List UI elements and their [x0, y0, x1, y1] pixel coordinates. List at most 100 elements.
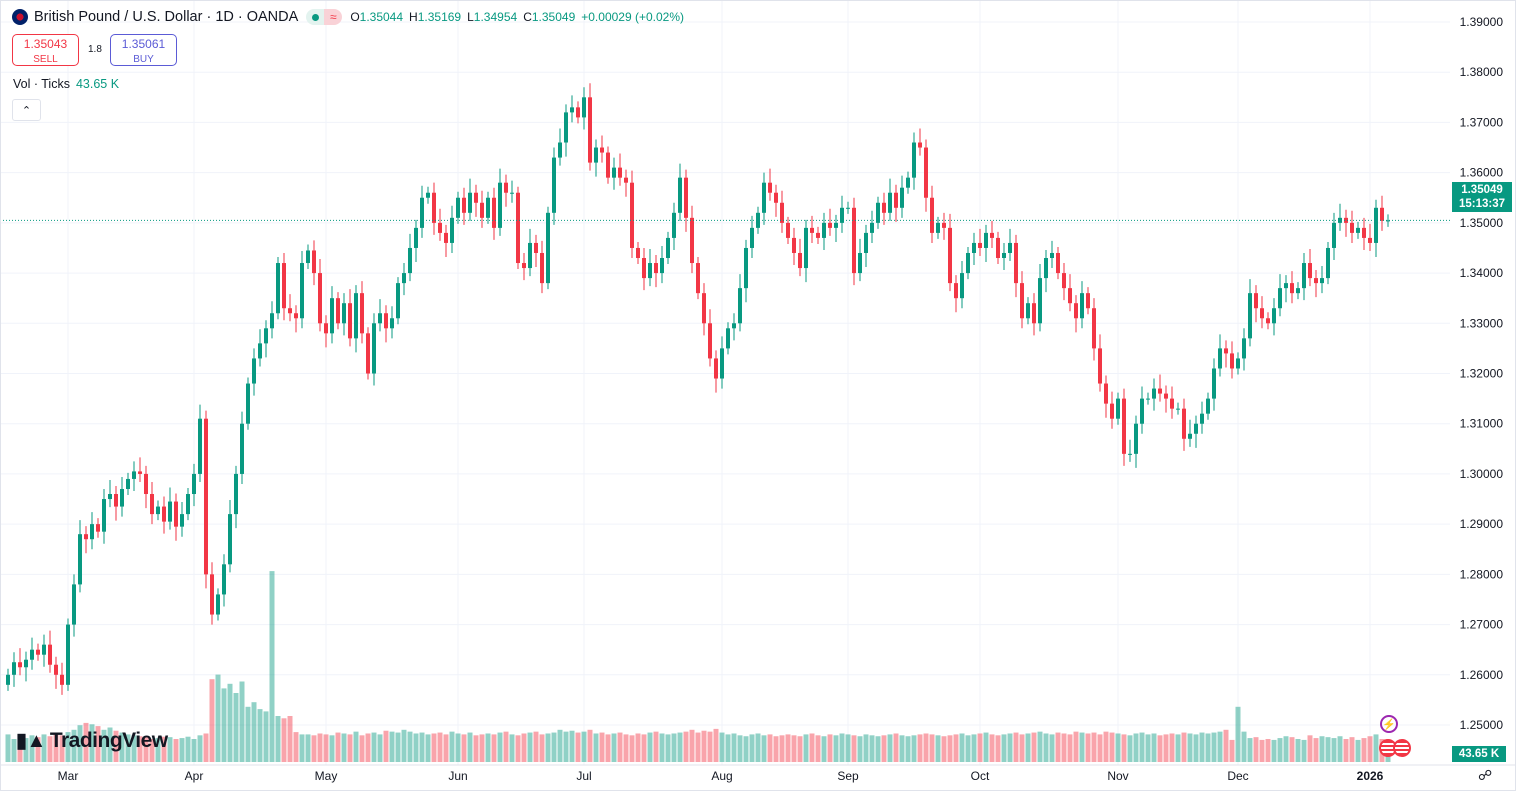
- y-tick-label: 1.36000: [1460, 166, 1504, 180]
- candle-body: [342, 303, 346, 324]
- event-bolt-icon[interactable]: ⚡: [1380, 715, 1398, 733]
- volume-bar: [1253, 737, 1259, 762]
- volume-bar: [1007, 733, 1013, 762]
- market-open-icon[interactable]: [306, 9, 325, 25]
- candle-body: [828, 222, 832, 228]
- volume-bar: [23, 738, 29, 762]
- volume-bar: [851, 735, 857, 762]
- candle-body: [276, 263, 280, 314]
- volume-bar: [455, 733, 461, 762]
- candle-body: [408, 247, 412, 274]
- volume-bar: [179, 738, 185, 762]
- open-label: O: [350, 10, 360, 24]
- candle-body: [258, 343, 262, 359]
- candle-body: [552, 157, 556, 213]
- volume-bar: [221, 688, 227, 762]
- volume-bar: [389, 731, 395, 762]
- candle-body: [1200, 413, 1204, 424]
- volume-bar: [1343, 739, 1349, 762]
- volume-bar: [731, 733, 737, 762]
- candle-body: [1062, 273, 1066, 289]
- candle-body: [942, 222, 946, 228]
- candle-body: [1362, 227, 1366, 238]
- volume-bar: [1049, 734, 1055, 762]
- volume-bar: [923, 733, 929, 762]
- candle-body: [180, 514, 184, 527]
- volume-bar: [815, 735, 821, 762]
- volume-bar: [1097, 734, 1103, 762]
- volume-bar: [1217, 731, 1223, 762]
- candle-body: [714, 358, 718, 379]
- y-tick-label: 1.39000: [1460, 15, 1504, 29]
- volume-bar: [1145, 734, 1151, 762]
- volume-bar: [767, 734, 773, 762]
- candle-body: [1326, 247, 1330, 279]
- candle-body: [330, 298, 334, 334]
- volume-bar: [401, 729, 407, 762]
- candle-body: [282, 263, 286, 309]
- volume-bar: [1199, 732, 1205, 762]
- volume-bar: [269, 571, 275, 762]
- volume-bar: [137, 736, 143, 762]
- candle-body: [6, 674, 10, 685]
- candle-body: [1344, 217, 1348, 223]
- candle-body: [1380, 207, 1384, 221]
- candle-body: [126, 478, 130, 489]
- volume-bar: [611, 733, 617, 762]
- volume-bar: [1031, 732, 1037, 762]
- candle-body: [600, 147, 604, 153]
- y-tick-label: 1.26000: [1460, 668, 1504, 682]
- volume-tag: 43.65 K: [1452, 746, 1506, 762]
- candle-body: [114, 494, 118, 507]
- candle-body: [570, 107, 574, 113]
- volume-bar: [341, 733, 347, 762]
- candle-body: [522, 263, 526, 269]
- candle-body: [834, 222, 838, 228]
- volume-bar: [833, 735, 839, 762]
- wave-icon[interactable]: ≈: [324, 9, 343, 25]
- volume-bar: [899, 735, 905, 762]
- candle-body: [318, 273, 322, 324]
- x-tick-label: Oct: [971, 769, 990, 783]
- candle-body: [702, 293, 706, 324]
- tradingview-logo[interactable]: ▮▲ TradingView: [16, 728, 168, 753]
- us-flag-event-icon[interactable]: [1393, 739, 1411, 757]
- x-tick-label: Aug: [711, 769, 732, 783]
- candle-body: [120, 488, 124, 507]
- volume-bar: [551, 732, 557, 762]
- volume-bar: [131, 735, 137, 762]
- candle-body: [516, 192, 520, 264]
- sell-button[interactable]: 1.35043 SELL: [12, 34, 79, 66]
- symbol-title[interactable]: British Pound / U.S. Dollar · 1D · OANDA: [34, 9, 299, 25]
- y-tick-label: 1.28000: [1460, 567, 1504, 581]
- candle-body: [1314, 278, 1318, 284]
- volume-bar: [1067, 734, 1073, 762]
- volume-bar: [1151, 733, 1157, 762]
- volume-bar: [875, 736, 881, 762]
- candle-body: [906, 177, 910, 188]
- volume-bar: [113, 730, 119, 762]
- close-value: 1.35049: [531, 10, 576, 24]
- buy-button[interactable]: 1.35061 BUY: [110, 34, 177, 66]
- collapse-legend-button[interactable]: ⌃: [12, 99, 41, 121]
- volume-bar: [581, 731, 587, 762]
- volume-bar: [317, 733, 323, 762]
- volume-bar: [695, 732, 701, 762]
- volume-bar: [275, 716, 281, 762]
- volume-bar: [521, 733, 527, 762]
- volume-bar: [1349, 737, 1355, 762]
- candle-body: [234, 473, 238, 515]
- volume-bar: [881, 735, 887, 762]
- candle-body: [24, 659, 28, 668]
- candle-body: [1320, 278, 1324, 284]
- x-tick-label: Jul: [576, 769, 591, 783]
- candle-body: [384, 313, 388, 329]
- candle-body: [822, 222, 826, 238]
- candle-body: [660, 258, 664, 274]
- y-tick-label: 1.37000: [1460, 115, 1504, 129]
- candle-body: [612, 167, 616, 178]
- volume-legend[interactable]: Vol · Ticks 43.65 K: [13, 77, 119, 91]
- candle-body: [468, 192, 472, 213]
- settings-icon[interactable]: ☍: [1478, 767, 1493, 783]
